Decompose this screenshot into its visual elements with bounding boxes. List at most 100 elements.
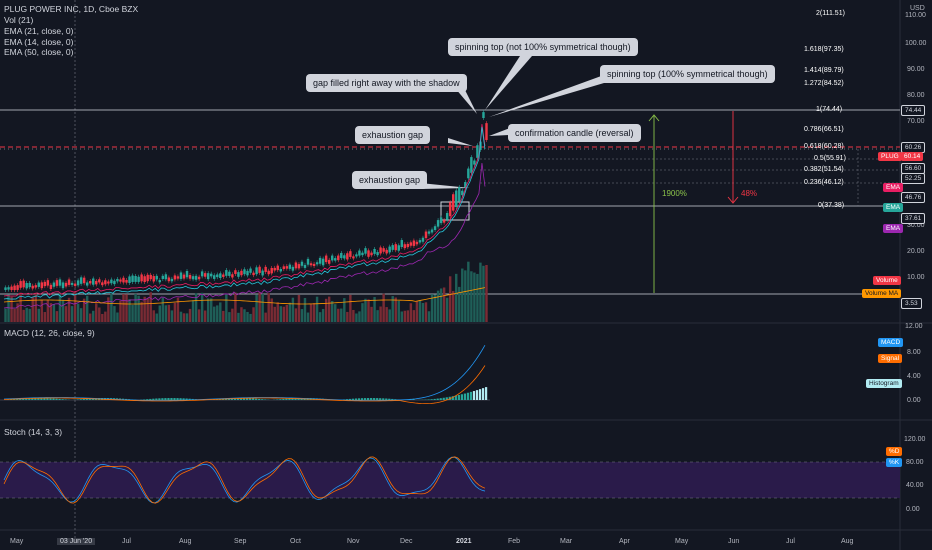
candle-body xyxy=(134,275,137,282)
legend-stoch[interactable]: Stoch (14, 3, 3) xyxy=(4,427,63,437)
candle-body xyxy=(58,279,62,286)
candle-body xyxy=(231,274,234,278)
fib-label: 1.272(84.52) xyxy=(804,80,844,87)
candle-body xyxy=(418,240,422,243)
volume-bar xyxy=(355,313,358,322)
price-tick: 10.00 xyxy=(907,274,925,281)
macd-histogram-bar xyxy=(433,398,436,400)
macd-histogram-bar xyxy=(279,399,282,400)
volume-bar xyxy=(34,293,37,322)
candle-body xyxy=(373,248,376,254)
volume-bar xyxy=(421,302,425,322)
candle-body xyxy=(327,259,331,264)
volume-bar xyxy=(98,307,101,322)
macd-histogram-bar xyxy=(388,398,391,400)
candle-body xyxy=(433,226,437,230)
volume-bar xyxy=(31,296,34,322)
legend-macd[interactable]: MACD (12, 26, close, 9) xyxy=(4,328,95,338)
macd-histogram-bar xyxy=(158,398,161,400)
candle-body xyxy=(161,275,165,279)
ema50-tag: EMA xyxy=(883,224,904,233)
candle-body xyxy=(82,277,86,284)
volume-bar xyxy=(210,298,213,322)
volume-bar xyxy=(424,302,428,322)
candle-body xyxy=(228,271,231,276)
symbol-tag: PLUG xyxy=(878,152,902,161)
candle-body xyxy=(55,280,59,286)
volume-bar xyxy=(385,307,388,322)
volume-bar xyxy=(452,291,455,322)
candle-body xyxy=(264,266,267,272)
volume-bar xyxy=(55,311,59,322)
legend-ema21[interactable]: EMA (21, close, 0) xyxy=(4,26,74,36)
volume-tag: Volume xyxy=(873,276,901,285)
macd-histogram-bar xyxy=(466,392,470,400)
macd-histogram-bar xyxy=(354,398,358,400)
macd-histogram-bar xyxy=(146,399,149,400)
volume-bar xyxy=(303,297,307,322)
macd-histogram-bar xyxy=(436,398,439,400)
volume-bar xyxy=(16,303,19,322)
macd-histogram-bar xyxy=(463,393,467,400)
volume-bar xyxy=(433,294,437,322)
legend-volume[interactable]: Vol (21) xyxy=(4,15,34,25)
candle-body xyxy=(379,247,382,254)
price-tick: 100.00 xyxy=(905,40,927,47)
candle-body xyxy=(473,160,476,165)
macd-histogram-bar xyxy=(22,398,25,400)
candle-body xyxy=(385,249,388,254)
stoch-pane xyxy=(3,456,486,504)
candle-body xyxy=(158,280,161,283)
candle-body xyxy=(31,285,34,289)
symbol-title[interactable]: PLUG POWER INC, 1D, Cboe BZX xyxy=(4,4,139,14)
volume-bar xyxy=(37,308,40,322)
macd-histogram-bar xyxy=(173,398,176,400)
macd-histogram-bar xyxy=(252,398,255,400)
candle-body xyxy=(361,252,364,256)
volume-bar xyxy=(213,306,216,322)
volume-bar xyxy=(470,271,473,322)
candle-body xyxy=(412,240,416,246)
candle-body xyxy=(67,279,71,285)
candle-body xyxy=(210,273,213,277)
volume-bar xyxy=(28,308,31,322)
volume-bar xyxy=(297,294,301,322)
volume-bar xyxy=(194,293,198,322)
volume-bar xyxy=(107,297,110,322)
legend-ema14[interactable]: EMA (14, close, 0) xyxy=(4,37,74,47)
candle-body xyxy=(149,274,152,280)
volume-bar xyxy=(228,312,231,322)
volume-bar xyxy=(448,276,452,322)
macd-histogram-bar xyxy=(143,399,146,400)
candle-body xyxy=(52,282,56,287)
macd-histogram-bar xyxy=(430,399,433,400)
candle-body xyxy=(409,242,413,246)
candle-body xyxy=(143,276,146,282)
candle-body xyxy=(291,266,295,271)
candle-body xyxy=(294,262,298,269)
candle-body xyxy=(364,248,367,254)
callout-exhaustion-gap-2: exhaustion gap xyxy=(352,171,428,189)
macd-line xyxy=(3,344,486,401)
macd-histogram-bar xyxy=(13,399,16,400)
signal-line xyxy=(3,365,486,405)
volume-bar xyxy=(73,292,77,322)
legend-ema50[interactable]: EMA (50, close, 0) xyxy=(4,47,74,57)
callout-spinning-top-100: spinning top (100% symmetrical though) xyxy=(600,65,775,83)
candle-body xyxy=(309,263,313,266)
crosshair-date: 03 Jun '20 xyxy=(57,538,96,545)
macd-histogram-bar xyxy=(188,398,191,400)
candle-body xyxy=(279,268,282,272)
candle-body xyxy=(16,285,19,290)
macd-histogram-bar xyxy=(391,398,394,400)
macd-histogram-bar xyxy=(478,389,482,400)
candle-body xyxy=(61,282,65,289)
volume-bar xyxy=(270,298,273,322)
ema50-line xyxy=(3,162,486,309)
candle-body xyxy=(439,217,443,224)
volume-bar xyxy=(334,304,337,322)
macd-histogram-bar xyxy=(276,399,279,400)
candle-body xyxy=(213,275,216,279)
volume-bar xyxy=(197,309,201,322)
